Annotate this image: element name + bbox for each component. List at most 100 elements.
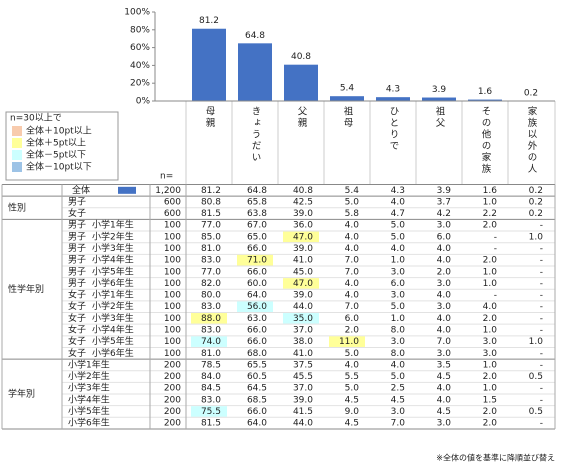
cell-highlight <box>191 313 227 324</box>
section-label: 性学年別 <box>8 283 44 295</box>
value-cell: 3.0 <box>437 349 452 359</box>
value-cell: 77.0 <box>201 221 221 231</box>
value-cell: 40.8 <box>293 186 313 196</box>
legend-label: 全体＋5pt以上 <box>26 137 86 149</box>
value-label: 40.8 <box>291 52 311 62</box>
value-cell: 3.0 <box>391 291 406 301</box>
n-cell: 100 <box>164 349 181 359</box>
y-tick-label: 20% <box>130 79 150 89</box>
value-cell: 35.0 <box>293 314 313 324</box>
legend-swatch <box>12 126 22 136</box>
value-cell: 37.5 <box>293 360 313 370</box>
bar <box>376 97 410 101</box>
column-header: きょうだい <box>250 106 262 164</box>
row-label: 男子 <box>68 243 86 254</box>
value-cell: 66.0 <box>247 337 267 347</box>
value-cell: 63.0 <box>247 314 267 324</box>
value-cell: 6.0 <box>437 232 452 242</box>
value-cell: 5.0 <box>345 384 360 394</box>
row-label: 男子 <box>68 278 86 289</box>
value-cell: 80.8 <box>201 197 221 207</box>
n-cell: 100 <box>164 302 181 312</box>
value-cell: 65.5 <box>247 360 267 370</box>
value-cell: 4.5 <box>437 407 451 417</box>
value-cell: 64.8 <box>247 186 267 196</box>
value-cell: 1.0 <box>483 360 498 370</box>
cell-highlight <box>237 301 273 313</box>
value-cell: 1.0 <box>483 279 498 289</box>
value-cell: - <box>540 291 543 301</box>
value-cell: 60.0 <box>247 279 267 289</box>
value-cell: - <box>540 395 543 405</box>
value-cell: 1.0 <box>483 267 498 277</box>
section-label: 学年別 <box>8 388 35 400</box>
value-cell: - <box>540 360 543 370</box>
value-cell: 81.5 <box>201 419 221 429</box>
row-label: 男子 <box>68 266 86 277</box>
value-cell: 3.0 <box>437 221 452 231</box>
value-cell: 66.0 <box>247 407 267 417</box>
value-cell: 66.0 <box>247 244 267 254</box>
value-cell: 1.0 <box>483 326 498 336</box>
n-cell: 200 <box>164 407 181 417</box>
legend-label: 全体－10pt以下 <box>26 161 92 173</box>
value-cell: 45.5 <box>293 372 313 382</box>
row-sublabel: 小学2年生 <box>92 230 134 242</box>
y-tick-label: 40% <box>130 61 150 71</box>
legend-title: n=30以上で <box>10 113 62 124</box>
value-cell: 4.0 <box>437 314 452 324</box>
value-cell: 4.0 <box>437 326 452 336</box>
value-cell: - <box>540 256 543 266</box>
value-cell: 41.0 <box>293 349 313 359</box>
value-cell: 81.0 <box>201 244 221 254</box>
value-cell: 8.0 <box>391 349 406 359</box>
y-tick-label: 100% <box>124 8 150 18</box>
value-cell: 5.0 <box>345 349 360 359</box>
total-icon <box>118 186 136 194</box>
row-label: 男子 <box>68 231 86 242</box>
value-cell: 1.6 <box>483 186 498 196</box>
cell-highlight <box>329 336 365 347</box>
cell-highlight <box>191 336 227 347</box>
row-label: 女子 <box>68 335 86 347</box>
value-cell: 7.0 <box>437 337 452 347</box>
value-cell: - <box>540 302 543 312</box>
row-sublabel: 小学5年生 <box>92 265 134 277</box>
value-cell: 4.0 <box>437 395 452 405</box>
row-sublabel: 小学4年生 <box>92 324 134 336</box>
value-cell: 42.5 <box>293 197 313 207</box>
value-cell: 2.0 <box>483 314 498 324</box>
value-cell: 64.5 <box>247 384 267 394</box>
value-cell: 5.0 <box>391 221 406 231</box>
row-label: 女子 <box>68 207 86 219</box>
n-cell: 200 <box>164 372 181 382</box>
value-cell: 7.0 <box>391 419 406 429</box>
value-cell: 4.0 <box>437 384 452 394</box>
value-cell: 4.2 <box>437 209 451 219</box>
n-cell: 200 <box>164 395 181 405</box>
n-cell: 200 <box>164 384 181 394</box>
n-cell: 600 <box>164 209 181 219</box>
value-cell: 39.0 <box>293 395 313 405</box>
y-tick-label: 60% <box>130 43 150 53</box>
value-cell: 3.0 <box>391 337 406 347</box>
row-label: 女子 <box>68 347 86 359</box>
value-cell: 39.0 <box>293 291 313 301</box>
n-cell: 200 <box>164 360 181 370</box>
value-cell: - <box>540 419 543 429</box>
n-cell: 1,200 <box>155 186 181 196</box>
value-cell: 7.0 <box>345 267 360 277</box>
value-cell: 4.0 <box>437 256 452 266</box>
n-cell: 600 <box>164 197 181 207</box>
legend-label: 全体－5pt以下 <box>26 149 86 161</box>
value-cell: 0.2 <box>529 209 543 219</box>
value-cell: 80.0 <box>201 291 221 301</box>
value-cell: 75.5 <box>201 407 221 417</box>
value-cell: 44.0 <box>293 302 313 312</box>
bar <box>468 99 502 101</box>
value-cell: 44.0 <box>293 419 313 429</box>
value-cell: 39.0 <box>293 244 313 254</box>
value-cell: 4.0 <box>483 302 498 312</box>
value-cell: 74.0 <box>201 337 221 347</box>
